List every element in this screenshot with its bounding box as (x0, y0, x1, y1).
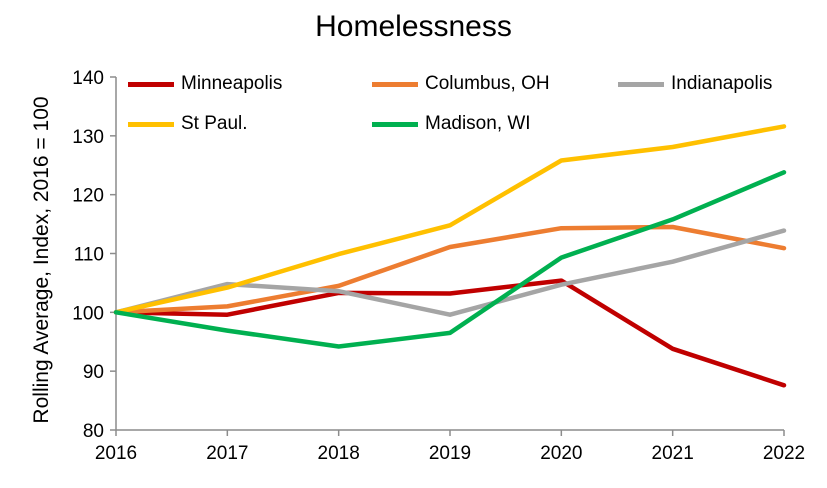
tick-labels: 80 90 100 110 120 130 140 2016 2017 2018 2019 2020 2… (72, 68, 805, 464)
y-tick-label: 90 (83, 362, 104, 383)
legend-item: Madison, WI (372, 113, 531, 135)
legend-label: Madison, WI (425, 113, 531, 134)
legend-item: Minneapolis (128, 73, 282, 95)
x-tick-label: 2020 (540, 443, 582, 464)
y-tick-label: 120 (72, 186, 104, 207)
series-line-columbus-oh (113, 224, 787, 315)
x-tick-label: 2017 (206, 443, 248, 464)
legend-label: Indianapolis (671, 73, 773, 94)
y-tick-label: 110 (74, 245, 104, 266)
legend-item: St Paul. (128, 113, 248, 135)
legend-label: Minneapolis (181, 73, 283, 94)
legend-swatch (128, 121, 174, 127)
x-tick-label: 2019 (429, 443, 471, 464)
series-line-indianapolis (113, 228, 787, 317)
legend-swatch (372, 81, 418, 87)
y-tick-label: 140 (72, 68, 104, 89)
legend-item: Indianapolis (618, 73, 772, 95)
y-tick-label: 130 (72, 127, 104, 148)
y-tick-label: 80 (83, 421, 104, 442)
axes (110, 76, 785, 436)
series-lines (113, 124, 787, 388)
chart-title: Homelessness (315, 10, 512, 43)
legend-swatch (372, 121, 418, 127)
series-line-minneapolis (113, 278, 787, 388)
y-tick-label: 100 (72, 303, 104, 324)
legend-label: Columbus, OH (425, 73, 550, 94)
series-line-madison-wi (113, 170, 787, 349)
x-tick-label: 2018 (318, 443, 360, 464)
x-tick-label: 2022 (763, 443, 805, 464)
x-tick-label: 2016 (95, 443, 137, 464)
legend-item: Columbus, OH (372, 73, 550, 95)
legend-label: St Paul. (181, 113, 248, 134)
legend-swatch (128, 81, 174, 87)
series-line-st-paul (113, 124, 787, 315)
legend-swatch (618, 81, 664, 87)
x-tick-label: 2021 (652, 443, 694, 464)
